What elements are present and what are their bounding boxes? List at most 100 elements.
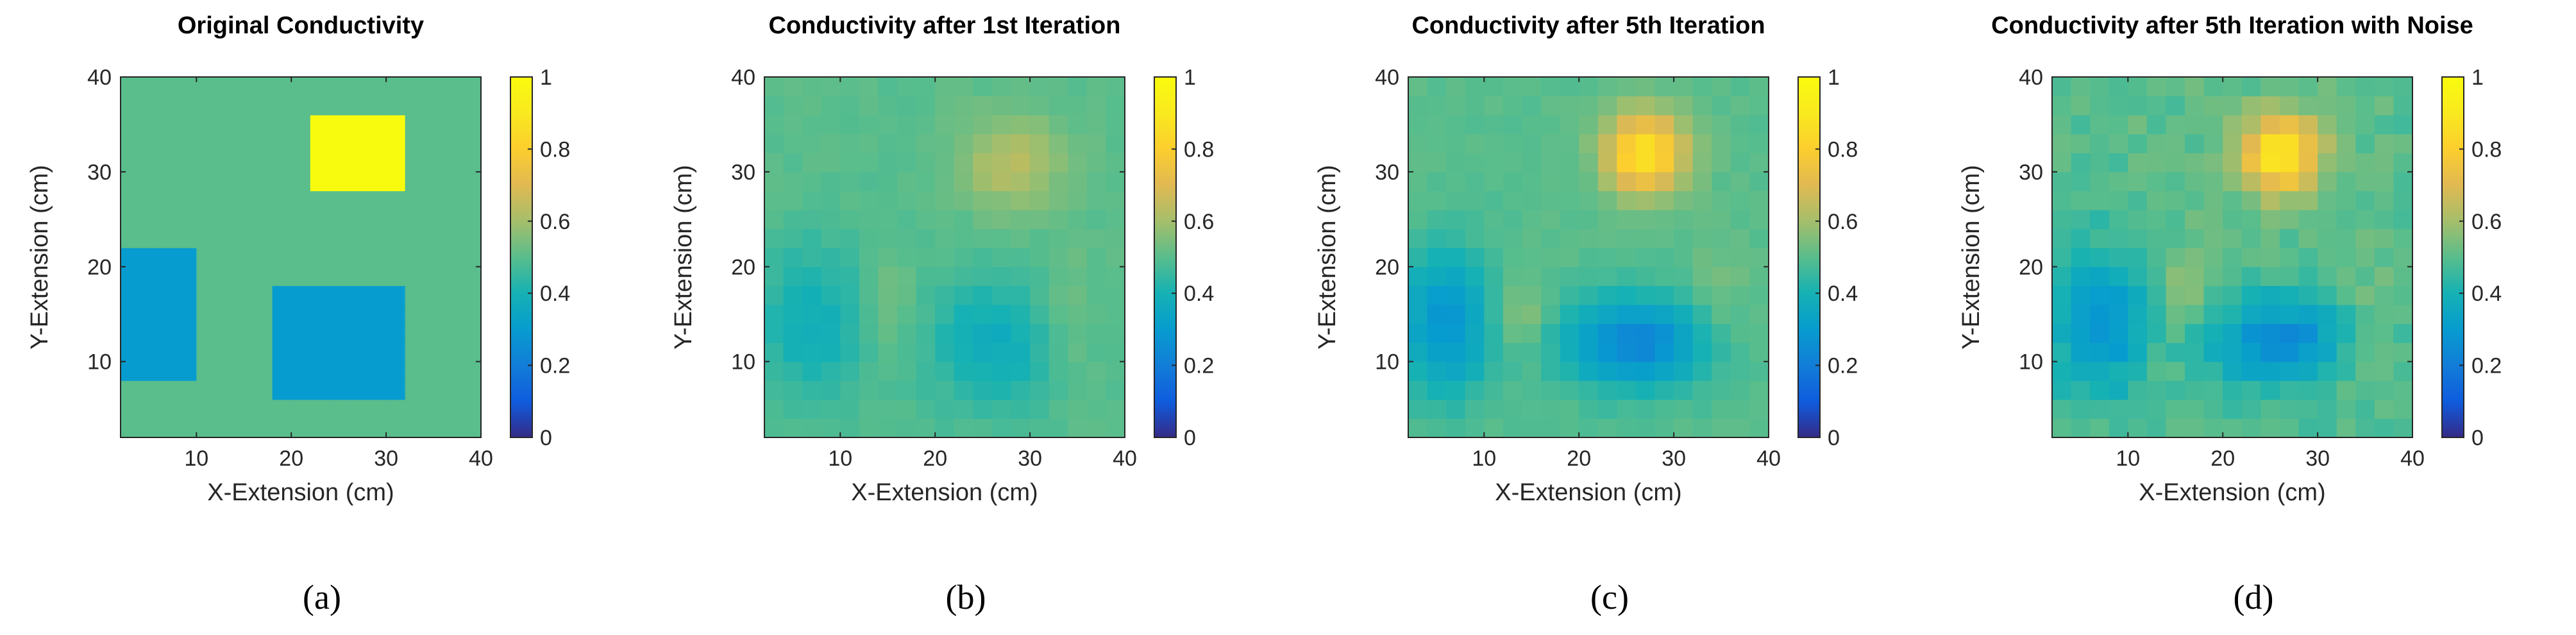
heatmap-cell [1106, 380, 1125, 400]
heatmap-cell [177, 96, 197, 115]
heatmap-cell [196, 266, 216, 286]
heatmap-cell [1541, 418, 1561, 438]
heatmap-cell [1427, 153, 1447, 173]
heatmap-cell [991, 343, 1012, 362]
heatmap-cell [991, 171, 1012, 192]
heatmap-cell [348, 304, 368, 325]
heatmap-cell [405, 285, 425, 305]
x-tick-label: 20 [1567, 446, 1591, 471]
heatmap-cell [2241, 380, 2261, 400]
heatmap-cell [1484, 115, 1504, 135]
heatmap-cell [2185, 343, 2205, 362]
heatmap-cell [991, 115, 1012, 135]
heatmap-cell [1011, 361, 1031, 381]
heatmap-cell [1674, 171, 1694, 192]
y-axis-label: Y-Extension (cm) [1958, 165, 1985, 350]
heatmap-cell [158, 96, 178, 115]
heatmap-cell [272, 153, 292, 173]
heatmap-cell [1408, 343, 1428, 362]
heatmap-cell [2393, 361, 2413, 381]
heatmap-cell [764, 323, 784, 343]
heatmap-cell [1048, 77, 1068, 97]
heatmap-cell [2298, 77, 2318, 97]
heatmap-cell [2071, 343, 2091, 362]
heatmap-cell [329, 77, 349, 97]
heatmap-cell [367, 418, 387, 438]
heatmap-cell [954, 285, 973, 305]
heatmap-cell [2128, 190, 2148, 210]
heatmap-cell [1654, 133, 1674, 153]
heatmap-cell [2241, 190, 2261, 210]
heatmap-cell [1674, 285, 1694, 305]
heatmap-cell [442, 380, 463, 400]
heatmap-cell [2298, 153, 2318, 173]
heatmap-cell [310, 171, 330, 192]
heatmap-cell [2260, 248, 2280, 267]
heatmap-cell [405, 133, 425, 153]
heatmap-cell [121, 418, 140, 438]
heatmap-cell [2355, 115, 2375, 135]
heatmap-cell [1086, 285, 1107, 305]
heatmap-cell [973, 266, 993, 286]
heatmap-cell [1541, 266, 1561, 286]
heatmap-cell [386, 153, 406, 173]
heatmap-cell [2298, 248, 2318, 267]
heatmap-cell [177, 153, 197, 173]
heatmap-cell [386, 266, 406, 286]
heatmap-cell [1597, 285, 1617, 305]
heatmap-cell [405, 171, 425, 192]
heatmap-cell [2336, 171, 2356, 192]
heatmap-cell [2260, 96, 2280, 115]
heatmap-cell [2374, 343, 2395, 362]
heatmap-cell [2223, 96, 2243, 115]
heatmap-cell [1541, 153, 1561, 173]
colorbar-tick-label: 0.4 [2471, 282, 2502, 306]
heatmap-cell [1484, 153, 1504, 173]
heatmap-cell [2336, 323, 2356, 343]
heatmap-cell [424, 266, 444, 286]
heatmap-cell [1068, 323, 1088, 343]
heatmap-cell [1730, 285, 1751, 305]
heatmap-cell [1654, 115, 1674, 135]
x-tick-label: 20 [2210, 446, 2235, 471]
heatmap-cell [1086, 171, 1107, 192]
heatmap-cell [1522, 171, 1542, 192]
heatmap-cell [272, 210, 292, 230]
heatmap-cell [215, 228, 235, 248]
heatmap-cell [821, 248, 841, 267]
heatmap-cell [878, 266, 898, 286]
heatmap-cells [121, 77, 482, 438]
heatmap-cell [935, 115, 955, 135]
x-tick-label: 10 [184, 446, 208, 471]
heatmap-cell [215, 380, 235, 400]
heatmap-cell [897, 343, 917, 362]
heatmap-cell [1484, 361, 1504, 381]
heatmap-cell [310, 190, 330, 210]
heatmap-cell [2185, 228, 2205, 248]
heatmap-cell [1048, 210, 1068, 230]
heatmap-cell [1749, 361, 1769, 381]
heatmap-cell [954, 133, 973, 153]
heatmap-cell [442, 248, 463, 267]
heatmap-cell [1465, 323, 1485, 343]
heatmap-cell [1712, 323, 1731, 343]
colorbar-tick-label: 1 [1828, 65, 1840, 90]
heatmap-cell [916, 304, 936, 325]
heatmap-cell [1560, 418, 1579, 438]
heatmap-cell [1086, 399, 1107, 419]
heatmap-cell [2146, 77, 2167, 97]
heatmap-cell [1011, 190, 1031, 210]
heatmap-cell [916, 228, 936, 248]
heatmap-cell [1408, 228, 1428, 248]
heatmap-cell [2393, 77, 2413, 97]
heatmap-cell [2071, 96, 2091, 115]
heatmap-cell [1030, 228, 1050, 248]
heatmap-cell [2279, 133, 2300, 153]
heatmap-cell [1427, 380, 1447, 400]
heatmap-cell [1030, 153, 1050, 173]
heatmap-cell [442, 304, 463, 325]
heatmap-cell [783, 190, 803, 210]
heatmap-cell [177, 248, 197, 267]
heatmap-cell [1503, 133, 1523, 153]
heatmap-cell [310, 343, 330, 362]
